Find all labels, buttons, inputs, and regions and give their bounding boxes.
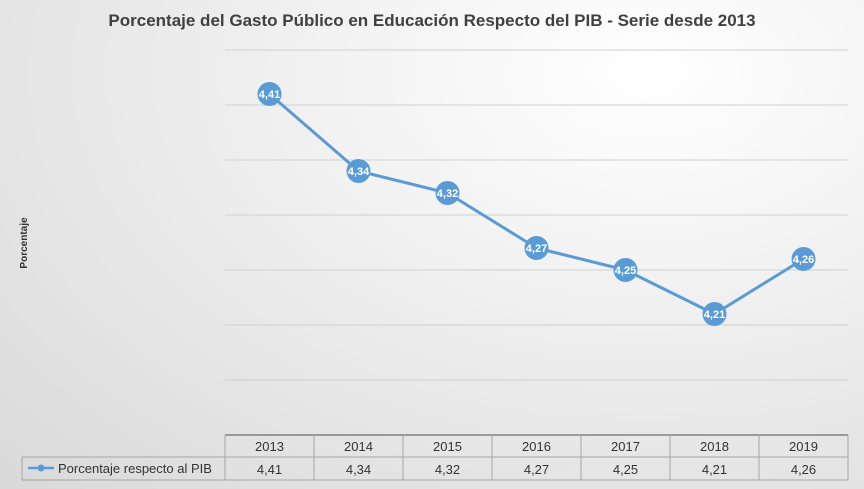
legend-marker — [37, 464, 45, 472]
data-label: 4,26 — [793, 254, 814, 266]
x-tick-label: 2014 — [344, 439, 373, 454]
y-axis-label: Porcentaje — [19, 217, 30, 269]
data-point — [613, 258, 638, 282]
table-value: 4,41 — [257, 462, 282, 477]
data-point — [257, 82, 282, 106]
table-value: 4,34 — [346, 462, 371, 477]
data-label: 4,32 — [437, 188, 458, 200]
data-label: 4,34 — [348, 166, 370, 178]
x-tick-label: 2013 — [255, 439, 284, 454]
data-label: 4,21 — [704, 309, 725, 321]
x-tick-label: 2017 — [611, 439, 640, 454]
table-value: 4,25 — [613, 462, 638, 477]
table-value: 4,21 — [702, 462, 727, 477]
table-value: 4,27 — [524, 462, 549, 477]
data-label: 4,27 — [526, 243, 547, 255]
x-tick-label: 2018 — [700, 439, 729, 454]
table-value: 4,32 — [435, 462, 460, 477]
x-tick-label: 2016 — [522, 439, 551, 454]
data-point — [435, 181, 460, 205]
legend-label: Porcentaje respecto al PIB — [58, 461, 212, 476]
x-tick-label: 2015 — [433, 439, 462, 454]
table-value: 4,26 — [791, 462, 816, 477]
data-point — [791, 247, 816, 271]
data-label: 4,41 — [259, 89, 280, 101]
data-point — [702, 302, 727, 326]
x-tick-label: 2019 — [789, 439, 818, 454]
chart-title: Porcentaje del Gasto Público en Educació… — [108, 11, 755, 30]
series-line — [268, 92, 805, 316]
data-point — [524, 236, 549, 260]
data-point — [346, 159, 371, 183]
data-label: 4,25 — [615, 265, 636, 277]
